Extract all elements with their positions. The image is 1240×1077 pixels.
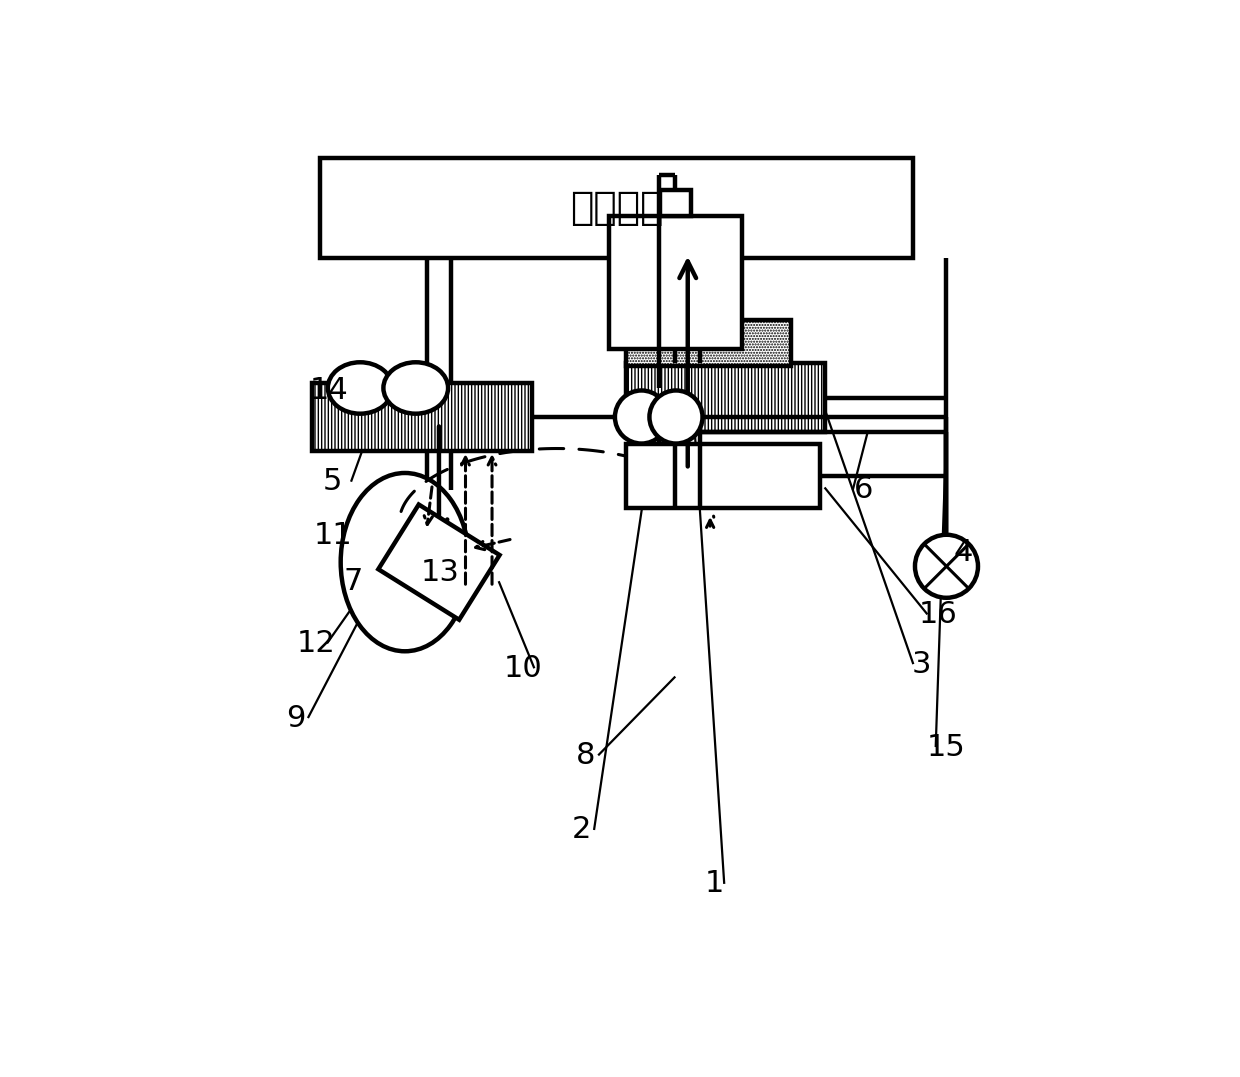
Ellipse shape — [327, 362, 393, 414]
Text: 6: 6 — [854, 475, 873, 504]
Text: 1: 1 — [704, 869, 724, 898]
Bar — [660, 190, 691, 216]
Bar — [378, 504, 500, 619]
Bar — [312, 383, 532, 451]
Bar — [625, 363, 825, 432]
Text: 13: 13 — [422, 558, 460, 587]
Text: 2: 2 — [572, 815, 591, 844]
Text: 3: 3 — [911, 649, 931, 679]
Bar — [609, 216, 742, 349]
Text: 15: 15 — [928, 732, 966, 761]
Bar — [320, 158, 914, 257]
Text: 12: 12 — [296, 629, 336, 658]
Text: 14: 14 — [309, 376, 348, 405]
Text: 10: 10 — [505, 654, 543, 683]
Text: 8: 8 — [577, 741, 595, 770]
Bar — [625, 444, 821, 508]
Bar — [625, 320, 791, 365]
Ellipse shape — [341, 473, 469, 652]
Text: 4: 4 — [954, 537, 972, 567]
Text: 室内空间: 室内空间 — [570, 190, 663, 227]
Ellipse shape — [383, 362, 448, 414]
Text: 5: 5 — [324, 467, 342, 496]
Text: 16: 16 — [919, 600, 957, 629]
Circle shape — [615, 391, 668, 444]
Circle shape — [915, 535, 978, 598]
Circle shape — [650, 391, 703, 444]
Text: 7: 7 — [343, 567, 363, 596]
Text: 9: 9 — [285, 703, 305, 732]
Text: 11: 11 — [314, 521, 352, 550]
